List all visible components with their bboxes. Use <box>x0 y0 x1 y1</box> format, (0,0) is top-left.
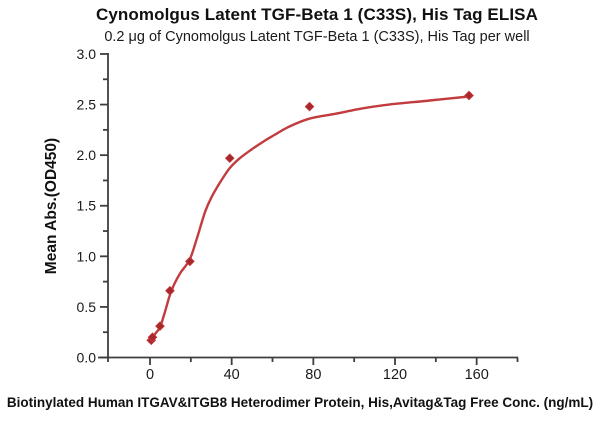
y-tick-label: 2.5 <box>77 97 97 113</box>
data-point-marker <box>165 285 175 296</box>
y-tick-label: 3.0 <box>77 46 97 62</box>
x-axis-label: Biotinylated Human ITGAV&ITGB8 Heterodim… <box>6 395 594 410</box>
data-point-marker <box>147 332 158 343</box>
y-tick-label: 1.5 <box>77 198 97 214</box>
y-tick-label: 0.5 <box>77 299 97 315</box>
y-tick-label: 2.0 <box>77 147 97 163</box>
data-point-marker <box>304 101 315 112</box>
fit-curve <box>149 95 471 343</box>
x-tick-label: 40 <box>224 367 240 383</box>
x-tick-label: 80 <box>305 367 321 383</box>
y-tick-label: 0.0 <box>77 350 97 366</box>
data-point-marker <box>224 153 235 164</box>
chart-subtitle: 0.2 μg of Cynomolgus Latent TGF-Beta 1 (… <box>104 29 530 45</box>
data-point-marker <box>185 256 195 267</box>
data-point-marker <box>464 90 474 101</box>
data-point-marker <box>155 321 165 332</box>
x-tick-label: 160 <box>465 367 489 383</box>
chart-title: Cynomolgus Latent TGF-Beta 1 (C33S), His… <box>95 5 538 24</box>
x-tick-label: 120 <box>383 367 407 383</box>
y-tick-label: 1.0 <box>77 248 97 264</box>
x-tick-label: 0 <box>146 367 154 383</box>
